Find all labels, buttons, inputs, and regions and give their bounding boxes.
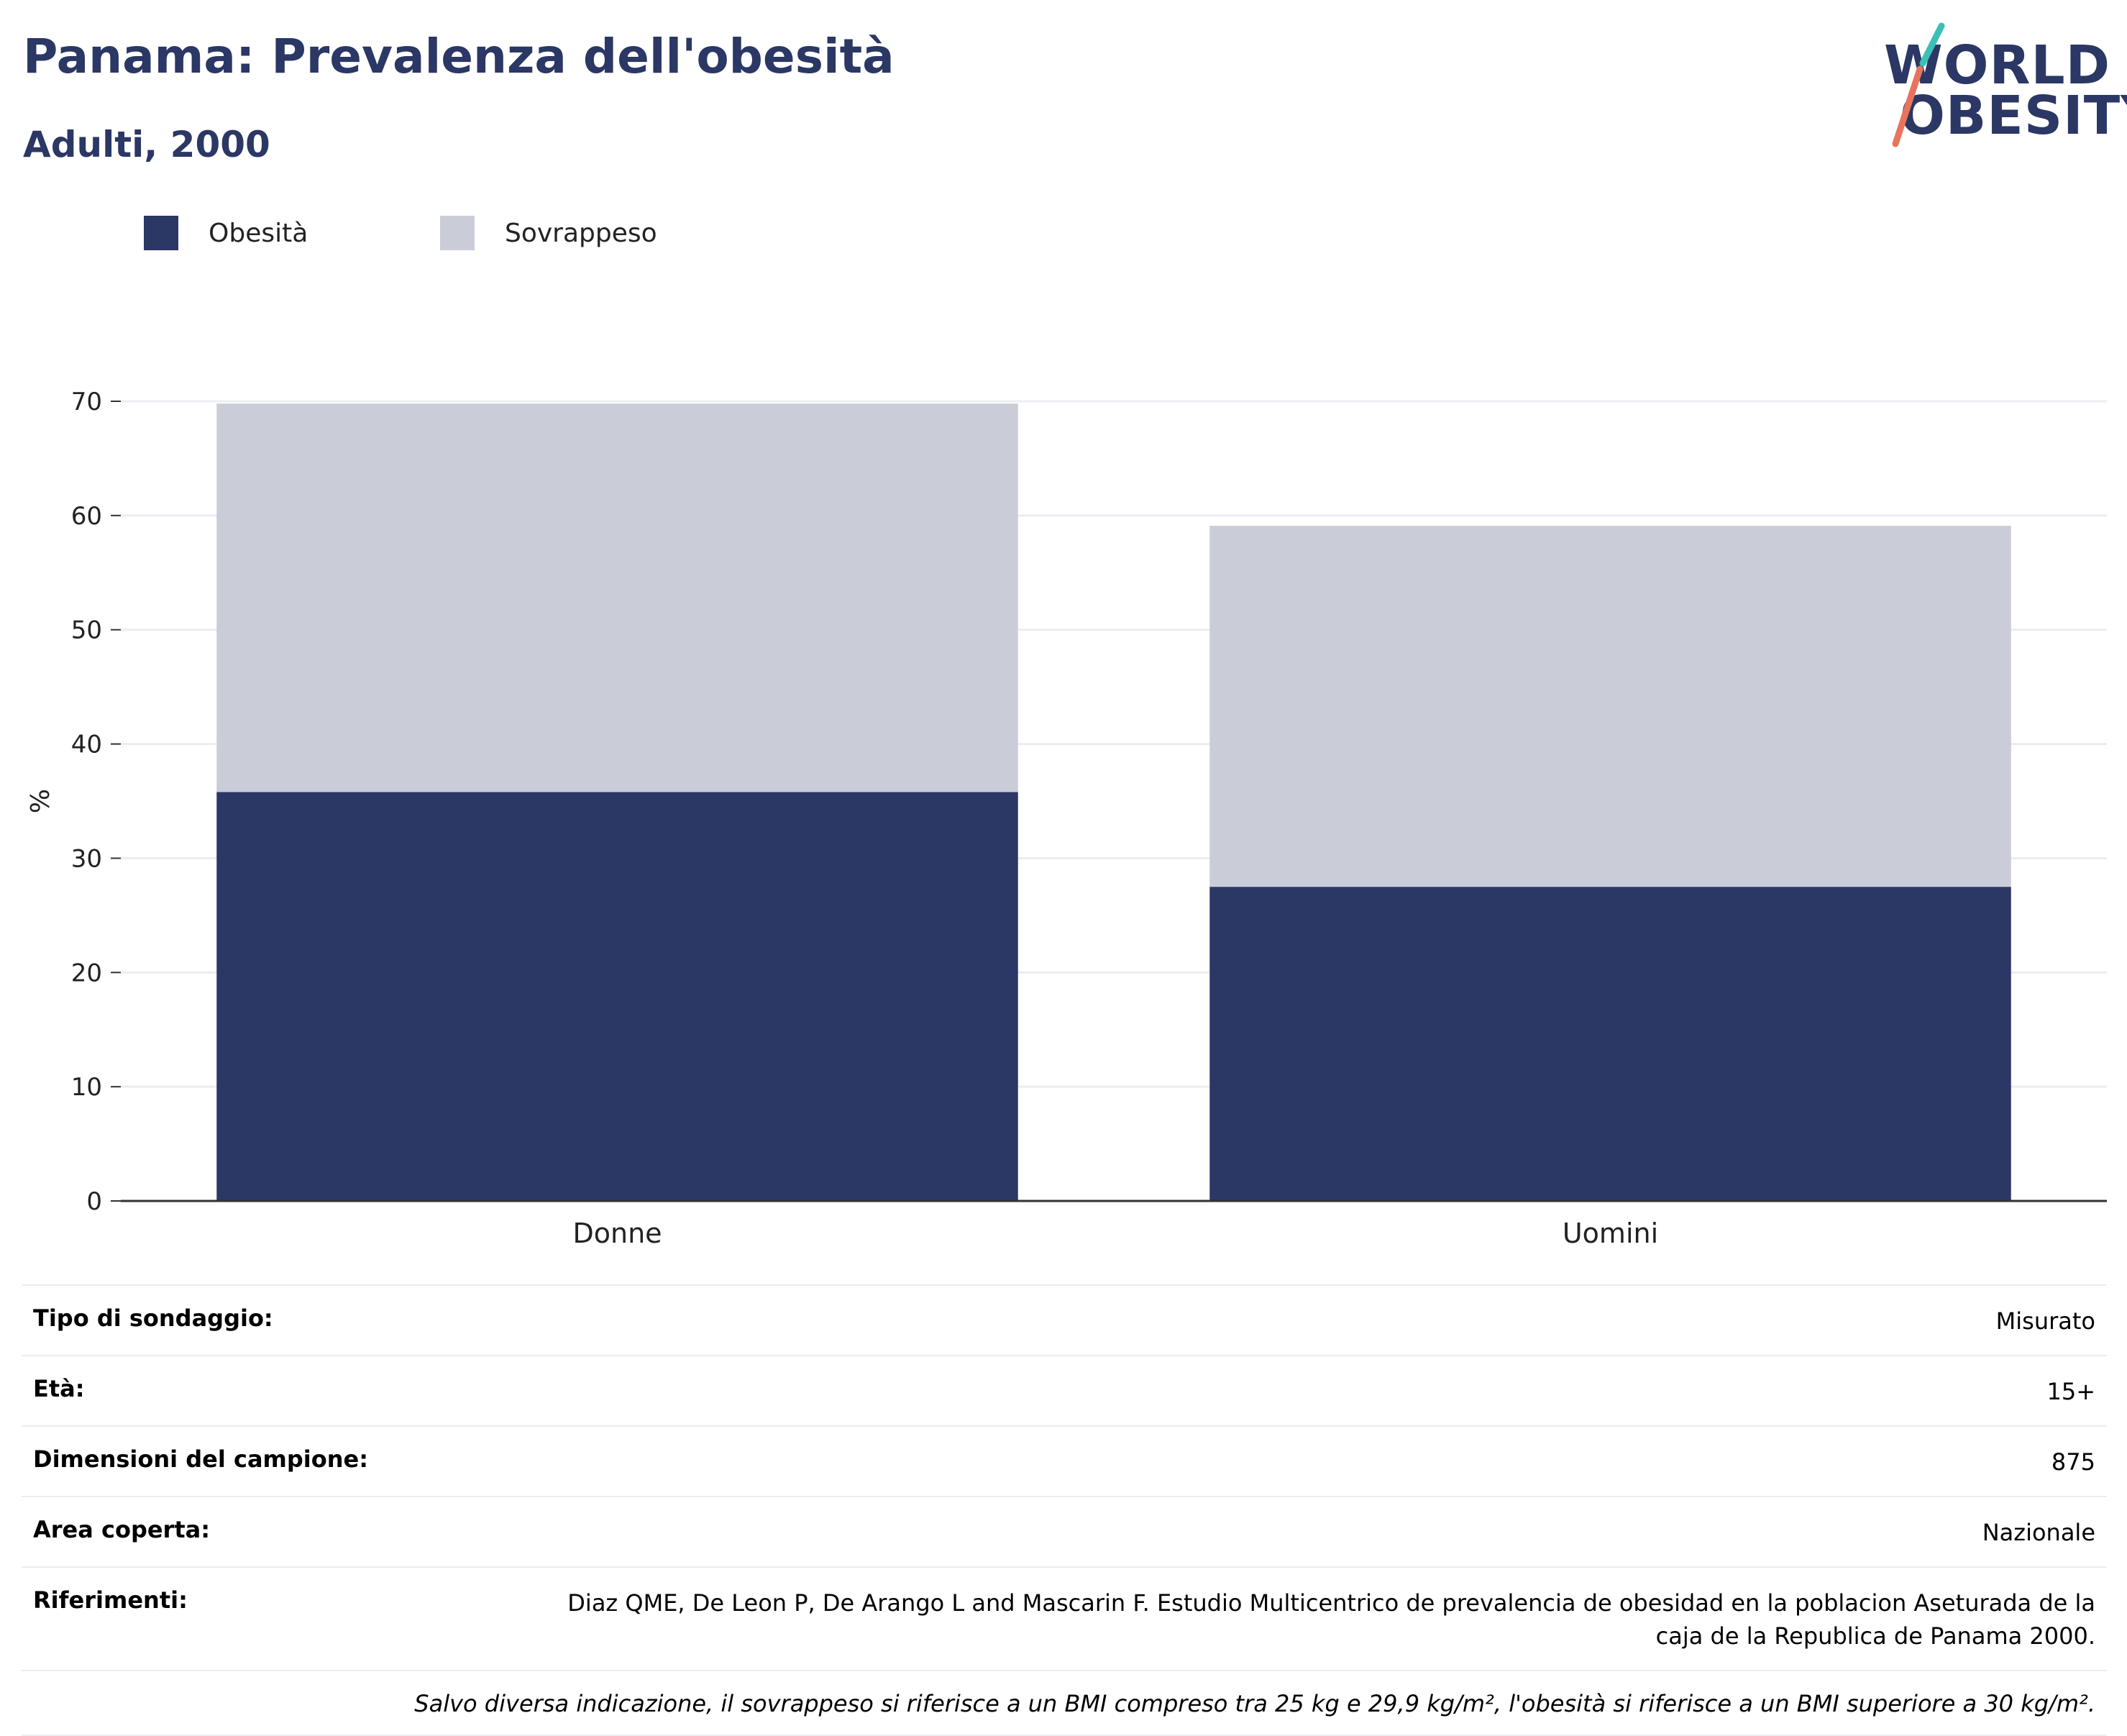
legend-swatch-overweight — [440, 216, 475, 250]
x-tick-label: Uomini — [1563, 1218, 1658, 1249]
y-tick-label: 10 — [71, 1073, 102, 1102]
y-tick-label: 20 — [71, 959, 102, 987]
y-tick-label: 50 — [71, 616, 102, 645]
world-obesity-logo: WORLD OBESITY — [1870, 22, 2127, 151]
y-tick-label: 60 — [71, 502, 102, 531]
meta-value: 15+ — [2046, 1378, 2095, 1405]
meta-key: Dimensioni del campione: — [33, 1445, 369, 1473]
y-tick-label: 30 — [71, 844, 102, 873]
bar-overweight-donne — [216, 403, 1018, 792]
legend-label-overweight: Sovrappeso — [505, 218, 657, 248]
meta-key: Età: — [33, 1375, 85, 1402]
survey-metadata-table: Tipo di sondaggio: Misurato Età: 15+ Dim… — [22, 1284, 2107, 1736]
y-tick-label: 70 — [71, 388, 102, 416]
legend-swatch-obesity — [144, 216, 178, 250]
meta-row-survey-type: Tipo di sondaggio: Misurato — [22, 1284, 2107, 1355]
meta-value: Nazionale — [1982, 1519, 2095, 1546]
page-subtitle: Adulti, 2000 — [23, 124, 270, 165]
meta-row-area: Area coperta: Nazionale — [22, 1496, 2107, 1566]
meta-key: Area coperta: — [33, 1516, 211, 1543]
y-axis-label: % — [26, 789, 55, 813]
y-tick-label: 0 — [86, 1187, 102, 1216]
bar-obesity-uomini — [1209, 887, 2011, 1201]
meta-row-age: Età: 15+ — [22, 1355, 2107, 1425]
meta-value: Misurato — [1995, 1307, 2095, 1335]
page-title: Panama: Prevalenza dell'obesità — [23, 29, 895, 84]
meta-row-sample-size: Dimensioni del campione: 875 — [22, 1425, 2107, 1496]
bar-overweight-uomini — [1209, 526, 2011, 887]
meta-value: Diaz QME, De Leon P, De Arango L and Mas… — [567, 1589, 2095, 1650]
bar-obesity-donne — [216, 792, 1018, 1201]
meta-value: 875 — [2051, 1448, 2095, 1476]
definition-note: Salvo diversa indicazione, il sovrappeso… — [22, 1670, 2107, 1736]
x-tick-label: Donne — [572, 1218, 662, 1249]
y-tick-label: 40 — [71, 731, 102, 759]
meta-key: Tipo di sondaggio: — [33, 1305, 273, 1332]
meta-row-references: Riferimenti: Diaz QME, De Leon P, De Ara… — [22, 1566, 2107, 1670]
legend-item-overweight: Sovrappeso — [440, 216, 657, 250]
logo-slash-icon — [1892, 22, 1945, 147]
legend-label-obesity: Obesità — [209, 218, 308, 248]
meta-key: Riferimenti: — [33, 1586, 188, 1614]
logo-line-2: OBESITY — [1900, 85, 2127, 147]
stacked-bar-chart: 0 10 20 30 40 50 60 70% Donne Uomini — [26, 388, 2107, 1249]
legend-item-obesity: Obesità — [144, 216, 308, 250]
